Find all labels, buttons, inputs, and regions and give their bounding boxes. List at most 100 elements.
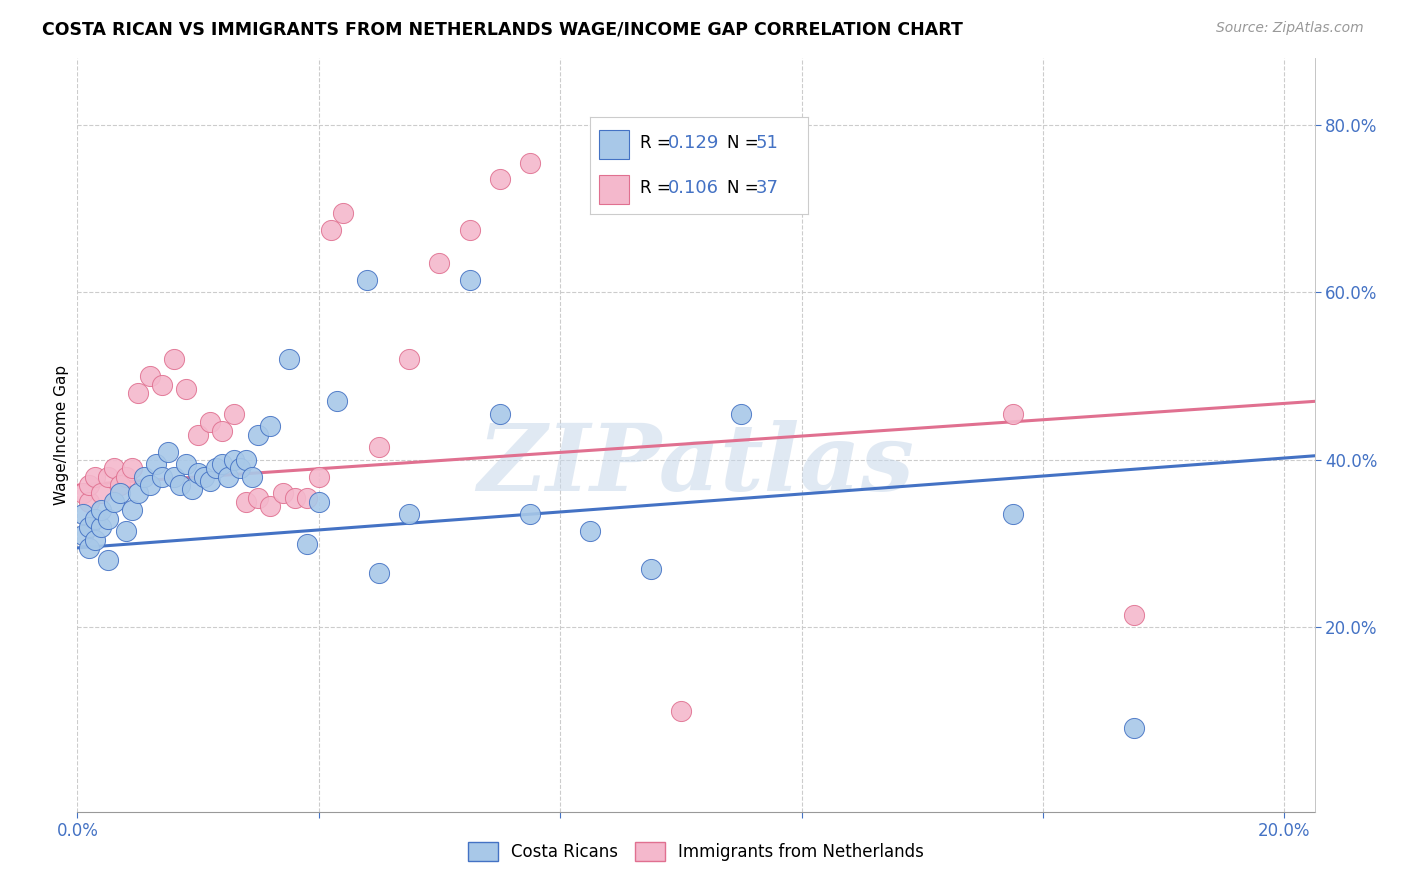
Point [326, 394, 349, 409]
Point [247, 491, 270, 505]
Point [295, 491, 318, 505]
Point [271, 486, 294, 500]
Point [156, 444, 179, 458]
Point [319, 222, 342, 236]
Point [96, 469, 118, 483]
Point [108, 478, 131, 492]
Point [139, 369, 162, 384]
Point [127, 386, 149, 401]
Text: N =: N = [727, 179, 763, 197]
Point [519, 508, 541, 522]
Text: Source: ZipAtlas.com: Source: ZipAtlas.com [1216, 21, 1364, 35]
Point [429, 256, 451, 270]
Point [398, 352, 420, 367]
Point [174, 382, 197, 396]
Point [90, 520, 112, 534]
Point [72, 486, 94, 500]
Point [730, 407, 752, 421]
Point [368, 566, 391, 580]
Point [458, 273, 481, 287]
Point [198, 415, 221, 429]
Text: 37: 37 [755, 179, 779, 197]
Point [79, 478, 101, 492]
Point [229, 461, 252, 475]
Point [127, 486, 149, 500]
Point [84, 533, 107, 547]
FancyBboxPatch shape [599, 175, 628, 204]
Point [1001, 407, 1024, 421]
Point [211, 457, 233, 471]
Point [259, 499, 281, 513]
Point [488, 407, 510, 421]
Point [1122, 721, 1144, 735]
Point [90, 503, 112, 517]
Point [488, 172, 510, 186]
Point [205, 461, 228, 475]
Point [259, 419, 281, 434]
Point [198, 474, 221, 488]
Text: COSTA RICAN VS IMMIGRANTS FROM NETHERLANDS WAGE/INCOME GAP CORRELATION CHART: COSTA RICAN VS IMMIGRANTS FROM NETHERLAN… [42, 21, 963, 38]
Point [84, 469, 107, 483]
FancyBboxPatch shape [599, 130, 628, 159]
Point [150, 469, 173, 483]
Point [169, 478, 191, 492]
Point [669, 704, 692, 718]
Point [519, 155, 541, 169]
Point [96, 553, 118, 567]
Point [132, 469, 155, 483]
Text: R =: R = [640, 135, 676, 153]
Point [308, 469, 330, 483]
Point [121, 461, 143, 475]
Point [79, 495, 101, 509]
Point [579, 524, 602, 538]
Point [187, 427, 209, 442]
Point [240, 469, 263, 483]
Point [181, 483, 204, 497]
Point [211, 424, 233, 438]
Point [193, 469, 215, 483]
Y-axis label: Wage/Income Gap: Wage/Income Gap [53, 365, 69, 505]
Point [72, 528, 94, 542]
Point [90, 486, 112, 500]
Point [79, 520, 101, 534]
Point [145, 457, 167, 471]
Point [114, 524, 136, 538]
Point [368, 441, 391, 455]
Text: N =: N = [727, 135, 763, 153]
Point [108, 486, 131, 500]
Point [103, 461, 125, 475]
Point [103, 495, 125, 509]
Point [150, 377, 173, 392]
Point [187, 466, 209, 480]
Text: R =: R = [640, 179, 676, 197]
Point [398, 508, 420, 522]
Point [224, 453, 246, 467]
Text: 51: 51 [755, 135, 779, 153]
Point [640, 562, 662, 576]
Point [284, 491, 307, 505]
Point [277, 352, 299, 367]
Point [295, 537, 318, 551]
Point [235, 495, 257, 509]
Point [356, 273, 378, 287]
Text: 0.129: 0.129 [668, 135, 720, 153]
Point [96, 511, 118, 525]
Point [174, 457, 197, 471]
Point [308, 495, 330, 509]
Point [247, 427, 270, 442]
Point [121, 503, 143, 517]
Point [139, 478, 162, 492]
Point [114, 469, 136, 483]
Point [217, 469, 239, 483]
Point [79, 541, 101, 555]
Point [1122, 607, 1144, 622]
Point [72, 508, 94, 522]
Point [84, 511, 107, 525]
Point [224, 407, 246, 421]
Point [332, 206, 354, 220]
Point [163, 469, 186, 483]
Legend: Costa Ricans, Immigrants from Netherlands: Costa Ricans, Immigrants from Netherland… [461, 835, 931, 867]
Point [235, 453, 257, 467]
Point [458, 222, 481, 236]
Point [163, 352, 186, 367]
